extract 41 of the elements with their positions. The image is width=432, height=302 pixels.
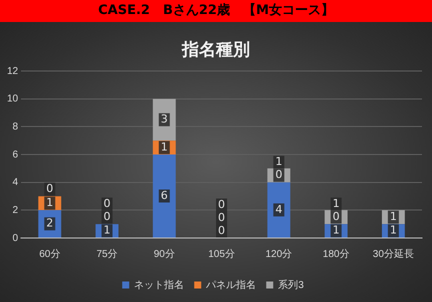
y-tick-label: 12 [7, 66, 19, 77]
data-label: 3 [160, 112, 168, 126]
data-label: 4 [275, 202, 282, 216]
data-label: 6 [160, 188, 168, 202]
data-label: 1 [390, 210, 397, 223]
x-tick-label: 120分 [265, 248, 292, 260]
data-label: 0 [104, 196, 111, 210]
data-label: 0 [104, 210, 111, 223]
y-tick-label: 6 [12, 149, 19, 160]
y-tick-label: 0 [12, 232, 19, 244]
data-label: 1 [332, 224, 340, 237]
legend-label: ネット指名 [134, 278, 184, 291]
x-tick-label: 60分 [39, 248, 60, 260]
data-label: 0 [218, 224, 226, 237]
y-tick-label: 4 [12, 177, 19, 188]
x-tick-label: 90分 [154, 248, 175, 260]
x-tick-label: 105分 [208, 248, 235, 260]
x-tick-label: 180分 [322, 248, 350, 260]
data-label: 0 [218, 210, 226, 224]
chart-subtitle: 指名種別 [180, 39, 251, 61]
data-label: 0 [218, 198, 226, 211]
legend-label: 系列3 [278, 278, 304, 291]
data-label: 0 [332, 210, 340, 223]
y-tick-label: 2 [12, 204, 19, 216]
bar [267, 182, 290, 238]
data-label: 1 [160, 140, 168, 154]
y-tick-label: 10 [7, 94, 19, 105]
x-tick-label: 75分 [96, 248, 118, 260]
data-label: 1 [46, 196, 54, 210]
data-label: 0 [275, 168, 282, 182]
x-tick-label: 30分延長 [372, 248, 414, 260]
data-label: 1 [390, 224, 397, 237]
data-label: 1 [104, 224, 111, 237]
bar [152, 154, 176, 238]
legend-label: パネル指名 [205, 278, 256, 291]
y-tick-label: 8 [12, 121, 19, 132]
data-label: 1 [275, 155, 282, 168]
data-label: 0 [46, 182, 54, 196]
chart-title: CASE.2 Bさん22歳 【M女コース】 [0, 0, 432, 22]
data-label: 1 [332, 196, 340, 210]
data-label: 2 [46, 216, 54, 230]
